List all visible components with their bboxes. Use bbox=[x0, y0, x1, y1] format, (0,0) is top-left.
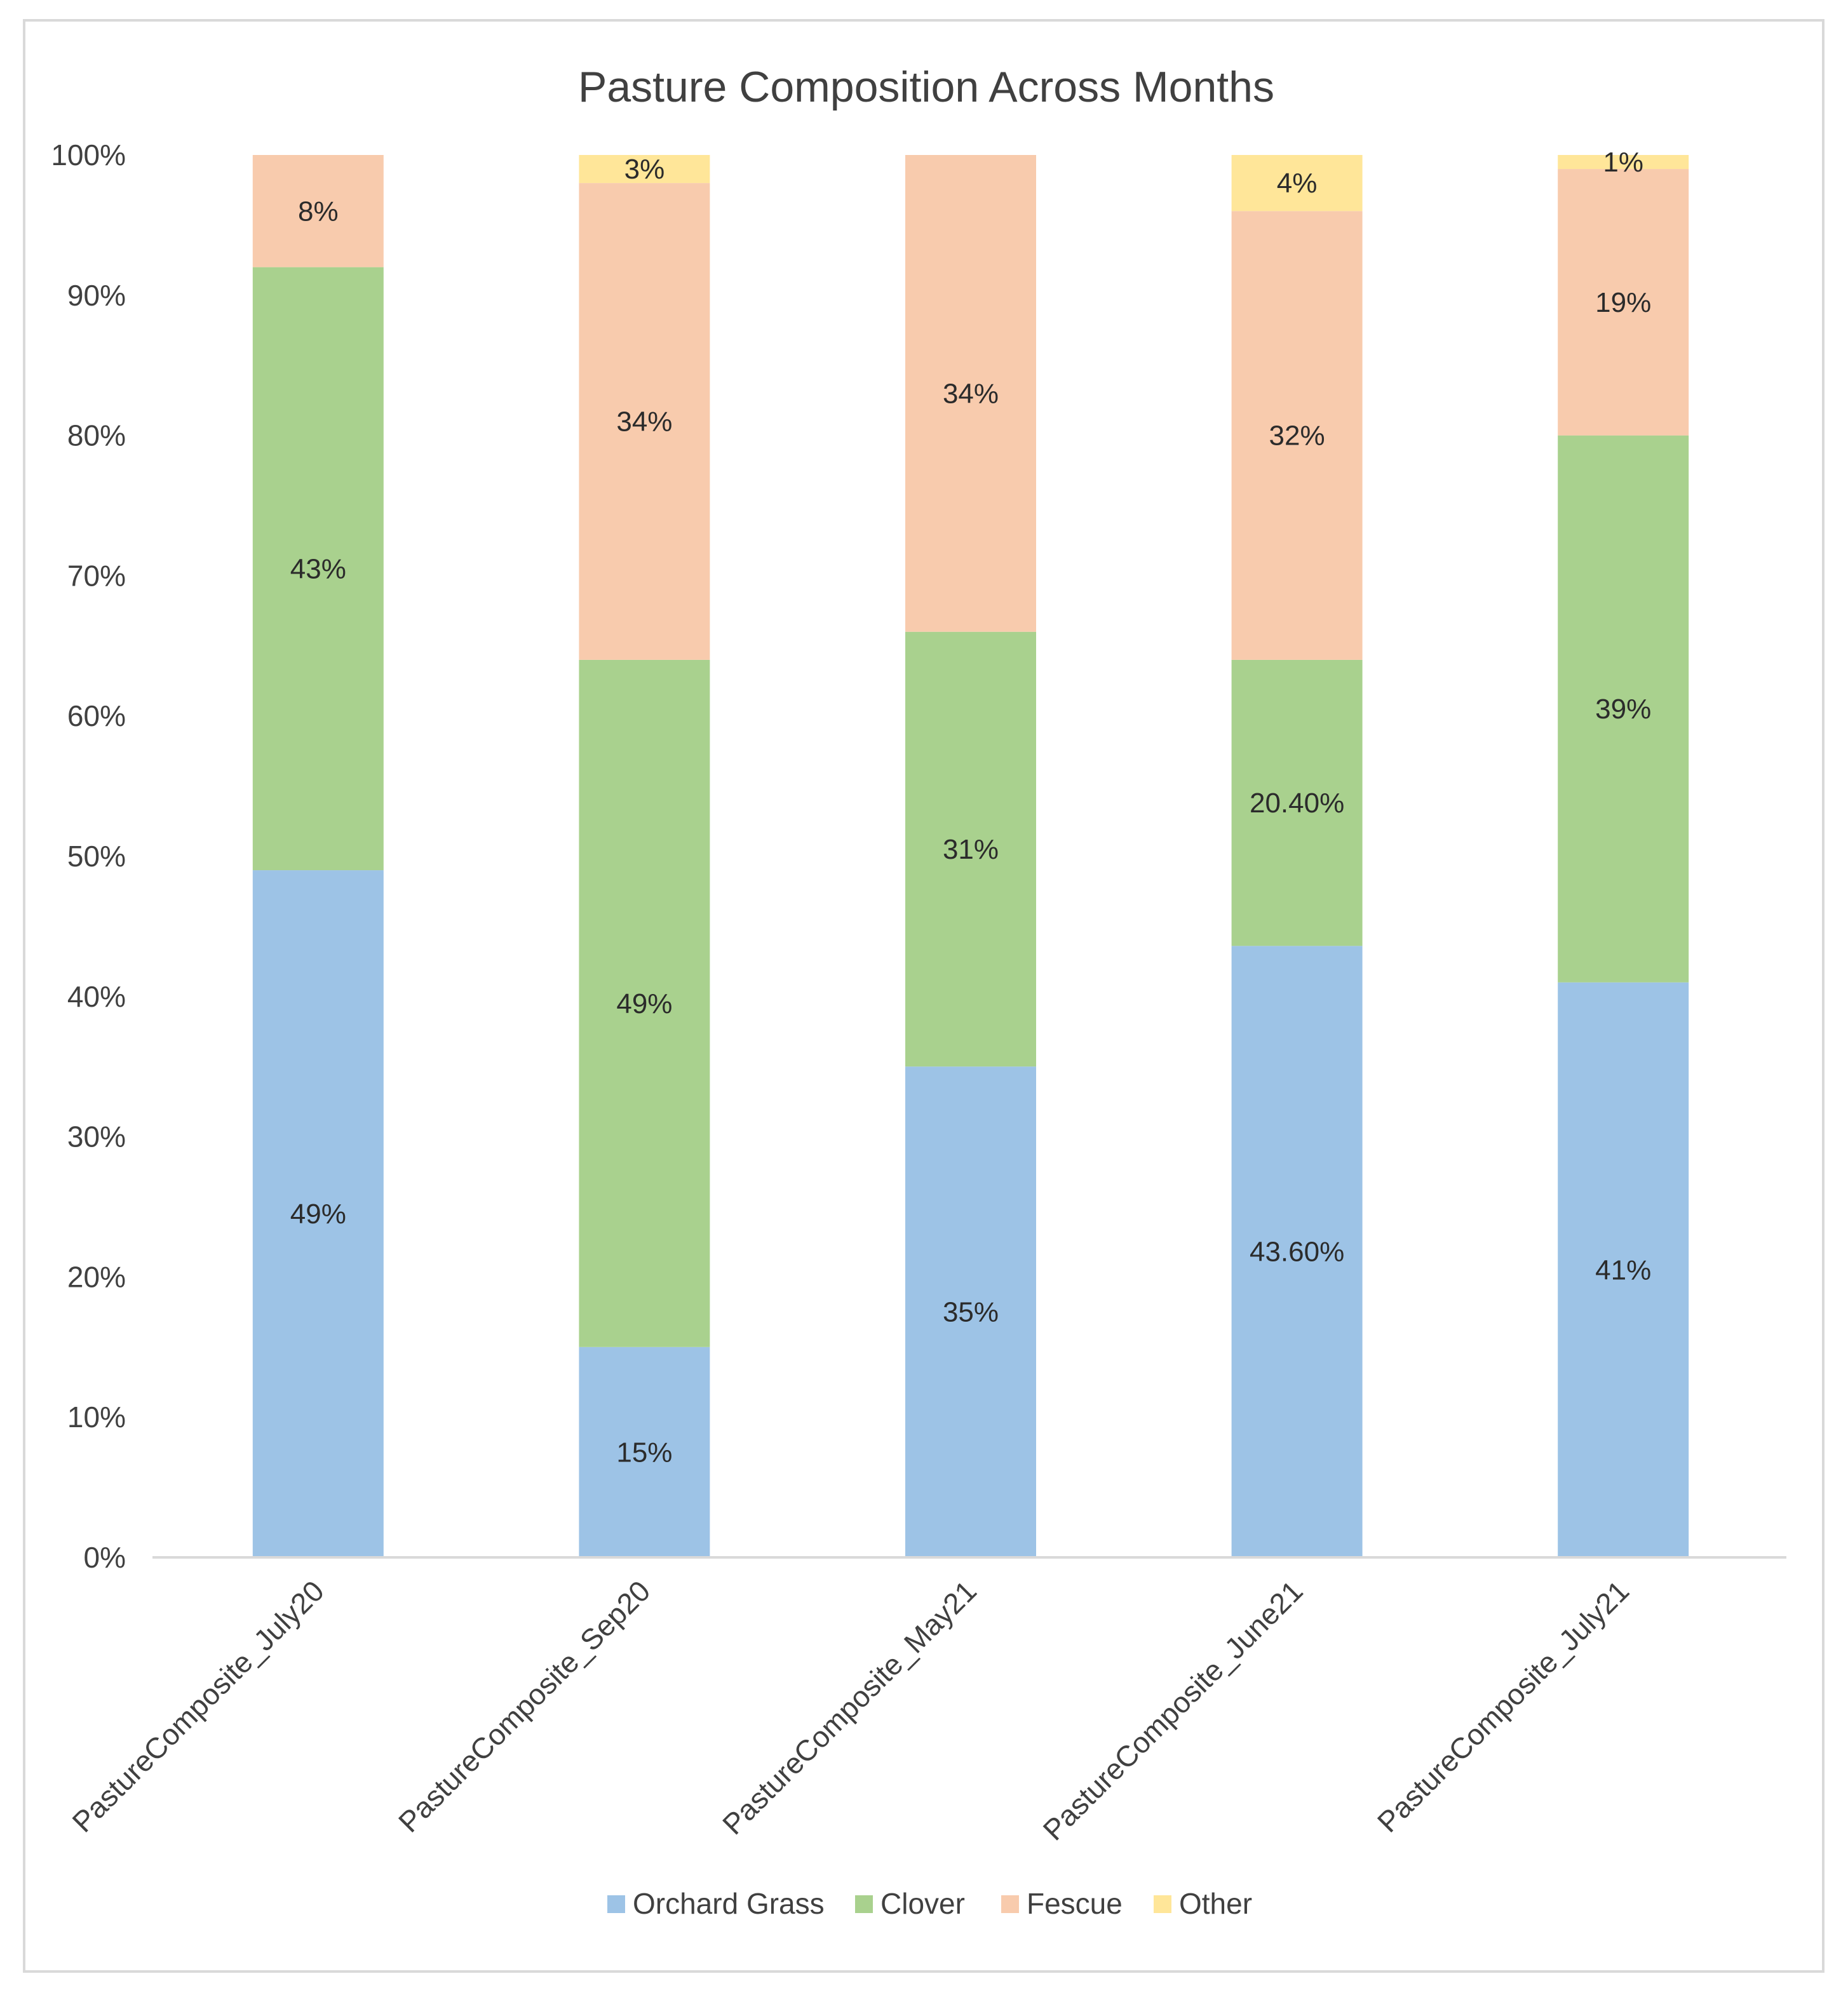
bar-segment-fescue bbox=[252, 155, 384, 267]
data-label: 8% bbox=[298, 196, 339, 227]
bars-layer bbox=[252, 155, 1689, 1557]
y-tick-label: 50% bbox=[67, 840, 126, 873]
data-label: 34% bbox=[616, 406, 672, 438]
data-label: 32% bbox=[1269, 420, 1325, 452]
legend-swatch-fescue bbox=[1001, 1895, 1019, 1913]
y-tick-label: 20% bbox=[67, 1260, 126, 1293]
bar-segment-fescue bbox=[1231, 211, 1363, 660]
bar-segment-clover bbox=[905, 631, 1036, 1067]
data-label: 49% bbox=[616, 988, 672, 1019]
bar-segment-clover bbox=[1558, 435, 1689, 983]
y-tick-label: 90% bbox=[67, 279, 126, 312]
y-tick-label: 30% bbox=[67, 1120, 126, 1153]
y-tick-label: 40% bbox=[67, 980, 126, 1013]
y-tick-label: 100% bbox=[51, 138, 126, 171]
chart-title: Pasture Composition Across Months bbox=[578, 63, 1274, 111]
legend: Orchard Grass Clover Fescue Other bbox=[607, 1887, 1252, 1920]
bar-segment-clover bbox=[1231, 659, 1363, 946]
data-label: 41% bbox=[1595, 1254, 1651, 1286]
data-label: 20.40% bbox=[1250, 788, 1344, 819]
data-label: 31% bbox=[943, 834, 999, 865]
bar-segment-orchard-grass bbox=[252, 870, 384, 1557]
y-tick-label: 70% bbox=[67, 559, 126, 592]
data-label: 1% bbox=[1603, 147, 1643, 178]
x-category-label: PastureComposite_July21 bbox=[1371, 1574, 1635, 1838]
data-label: 19% bbox=[1595, 287, 1651, 318]
legend-swatch-other bbox=[1154, 1895, 1171, 1913]
y-axis-labels: 0% 10% 20% 30% 40% 50% 60% 70% 80% 90% 100% bbox=[51, 138, 126, 1574]
category-labels: PastureComposite_July20 PastureComposite_… bbox=[65, 1574, 1635, 1846]
legend-label-other: Other bbox=[1179, 1887, 1252, 1920]
bar-segment-other bbox=[579, 155, 710, 184]
legend-swatch-clover bbox=[855, 1895, 873, 1913]
y-tick-label: 10% bbox=[67, 1401, 126, 1434]
y-tick-label: 60% bbox=[67, 699, 126, 732]
x-category-label: PastureComposite_Sep20 bbox=[392, 1574, 656, 1838]
legend-label-clover: Clover bbox=[880, 1887, 965, 1920]
x-category-label: PastureComposite_June21 bbox=[1037, 1574, 1309, 1846]
bar-segment-other bbox=[1558, 155, 1689, 170]
bar-segment-fescue bbox=[1558, 169, 1689, 436]
y-tick-label: 0% bbox=[84, 1541, 126, 1574]
data-label: 49% bbox=[290, 1199, 346, 1230]
data-labels-layer: 49% 43% 8% 15% 49% 34% 3% 35% 31% 34% 43.60% 20.40%… bbox=[290, 147, 1651, 1468]
data-label: 3% bbox=[624, 154, 665, 185]
bar-segment-orchard-grass bbox=[905, 1066, 1036, 1557]
x-category-label: PastureComposite_May21 bbox=[716, 1574, 983, 1841]
bar-segment-other bbox=[1231, 155, 1363, 212]
chart-frame: Pasture Composition Across Months 0% 10% 2… bbox=[23, 19, 1824, 1973]
data-label: 39% bbox=[1595, 694, 1651, 725]
legend-swatch-orchard-grass bbox=[607, 1895, 625, 1913]
data-label: 35% bbox=[943, 1297, 999, 1328]
bar-segment-orchard-grass bbox=[579, 1347, 710, 1557]
data-label: 4% bbox=[1277, 168, 1318, 199]
data-label: 34% bbox=[943, 378, 999, 409]
legend-label-orchard-grass: Orchard Grass bbox=[633, 1887, 825, 1920]
legend-label-fescue: Fescue bbox=[1027, 1887, 1123, 1920]
data-label: 15% bbox=[616, 1437, 672, 1468]
bar-segment-fescue bbox=[579, 183, 710, 660]
bar-segment-clover bbox=[252, 267, 384, 871]
data-label: 43% bbox=[290, 553, 346, 584]
bar-segment-clover bbox=[579, 659, 710, 1347]
bar-segment-orchard-grass bbox=[1558, 982, 1689, 1557]
y-tick-label: 80% bbox=[67, 419, 126, 452]
stacked-bar-chart: Pasture Composition Across Months 0% 10% 2… bbox=[51, 63, 1786, 1920]
data-label: 43.60% bbox=[1250, 1237, 1344, 1268]
x-category-label: PastureComposite_July20 bbox=[65, 1574, 330, 1838]
bar-segment-fescue bbox=[905, 155, 1036, 632]
bar-segment-orchard-grass bbox=[1231, 946, 1363, 1557]
